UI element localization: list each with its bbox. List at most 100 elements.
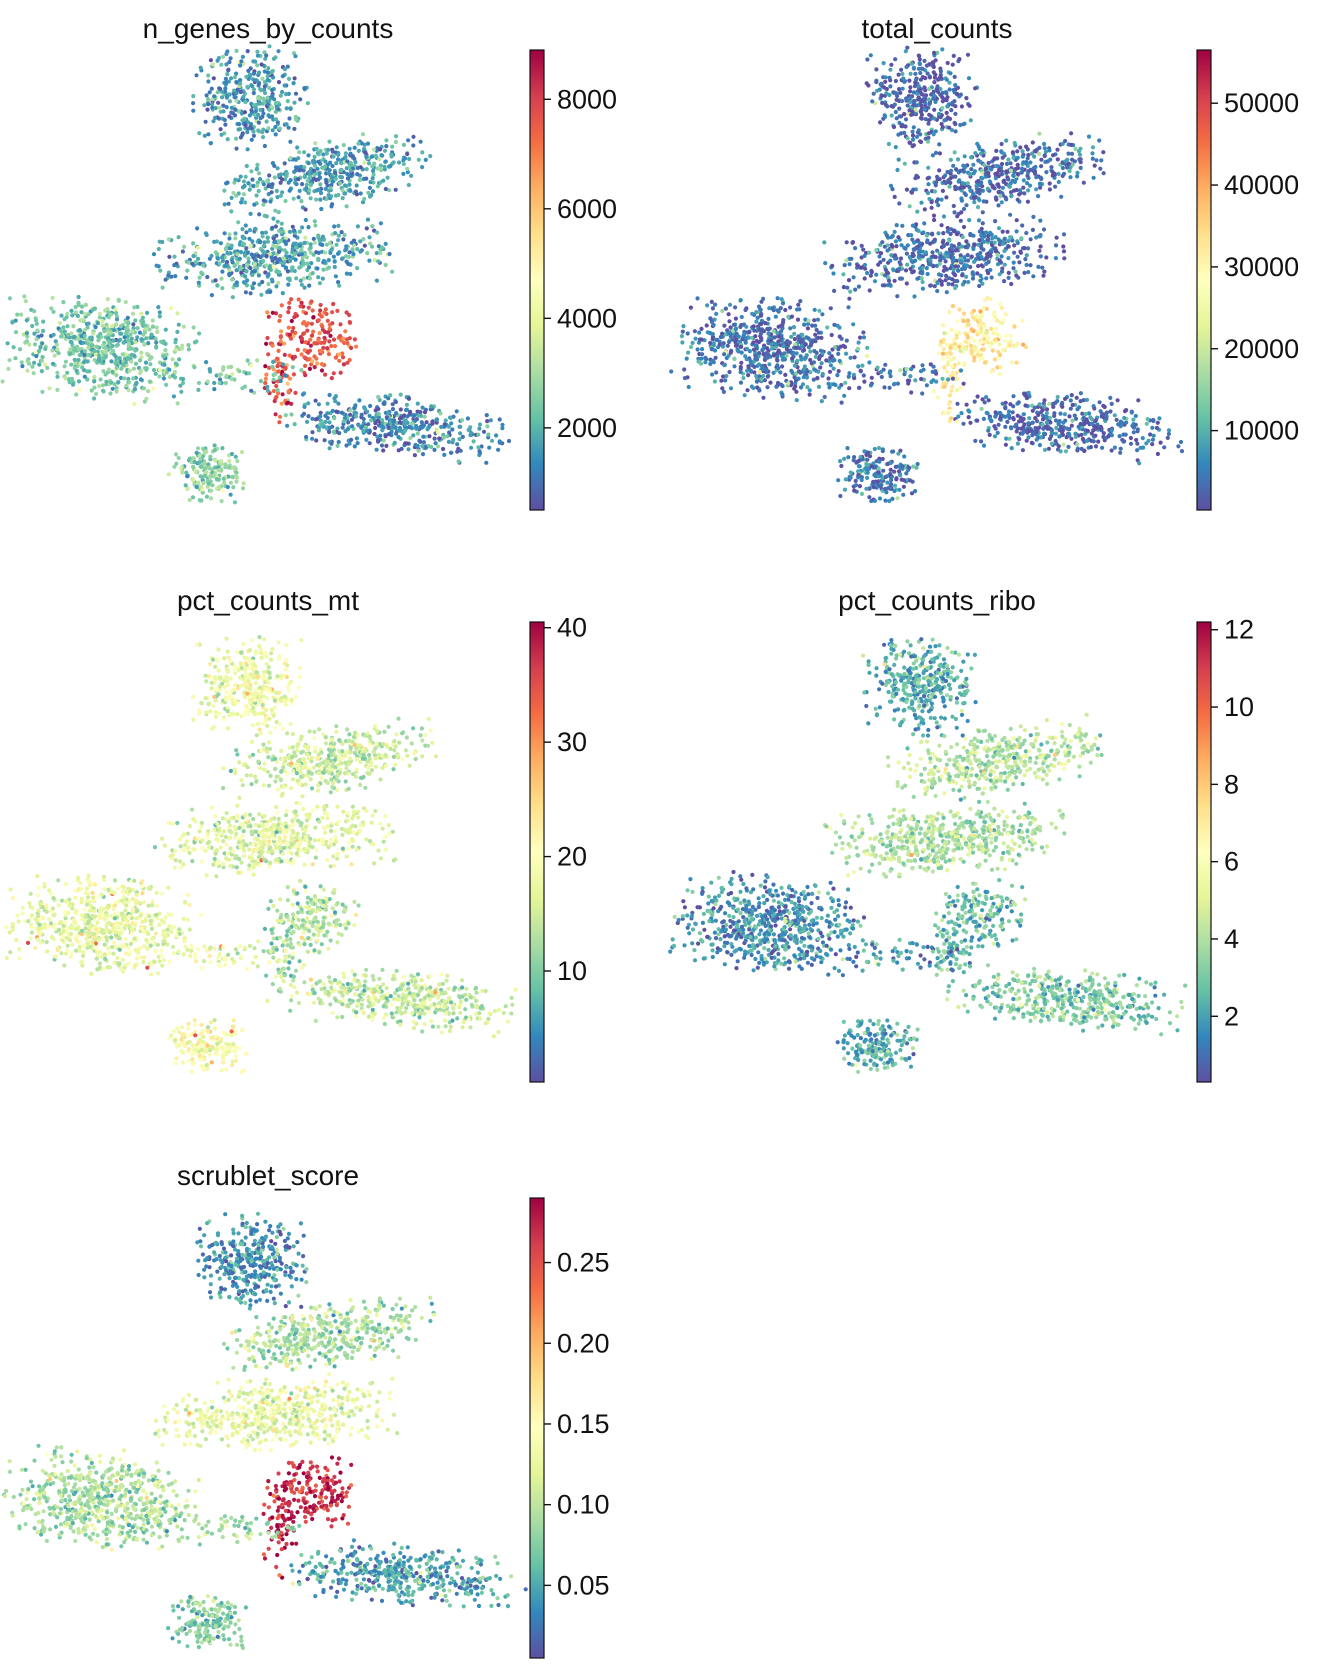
cell-point bbox=[965, 181, 971, 186]
cell-point bbox=[224, 246, 229, 251]
cell-point bbox=[330, 163, 335, 169]
cell-point bbox=[207, 474, 212, 479]
cell-point bbox=[94, 391, 99, 396]
cell-point bbox=[813, 323, 818, 328]
cell-point bbox=[210, 102, 215, 107]
cell-point bbox=[928, 283, 933, 288]
cell-point bbox=[926, 182, 931, 187]
cell-point bbox=[202, 133, 207, 138]
cell-point bbox=[796, 302, 801, 307]
cell-point bbox=[935, 280, 940, 286]
cell-point bbox=[971, 192, 976, 197]
cell-point bbox=[110, 343, 115, 349]
cell-point bbox=[883, 79, 888, 84]
cell-point bbox=[915, 461, 920, 467]
cell-point bbox=[23, 340, 28, 345]
cell-point bbox=[219, 249, 224, 254]
cell-point bbox=[745, 346, 750, 351]
cell-point bbox=[780, 364, 785, 369]
cell-point bbox=[250, 239, 255, 244]
cell-point bbox=[34, 354, 39, 359]
cell-point bbox=[724, 355, 729, 361]
cell-point bbox=[878, 120, 883, 125]
cell-point bbox=[1008, 161, 1013, 166]
cell-point bbox=[236, 178, 241, 183]
cell-point bbox=[725, 343, 730, 348]
cell-point bbox=[365, 141, 371, 146]
cell-point bbox=[1021, 160, 1026, 165]
cell-point bbox=[856, 284, 862, 289]
cell-point bbox=[1025, 173, 1030, 178]
cell-point bbox=[114, 385, 119, 390]
cell-point bbox=[236, 127, 241, 132]
cell-point bbox=[406, 138, 411, 143]
cell-point bbox=[232, 75, 237, 80]
cell-point bbox=[390, 144, 395, 149]
cell-point bbox=[1041, 273, 1046, 278]
cell-point bbox=[866, 450, 871, 455]
cell-point bbox=[997, 167, 1002, 173]
cell-point bbox=[306, 414, 311, 419]
cell-point bbox=[229, 243, 234, 248]
cell-point bbox=[360, 200, 366, 205]
cell-point bbox=[713, 302, 718, 307]
cell-point bbox=[1038, 254, 1043, 259]
cell-point bbox=[252, 253, 257, 258]
cell-point bbox=[288, 106, 293, 111]
cell-point bbox=[113, 361, 118, 366]
cell-point bbox=[836, 351, 841, 356]
cell-point bbox=[1075, 174, 1080, 179]
cell-point bbox=[144, 366, 149, 371]
cell-point bbox=[375, 166, 380, 171]
cell-point bbox=[910, 133, 916, 138]
cell-point bbox=[1024, 253, 1029, 258]
cell-point bbox=[321, 152, 326, 157]
cell-point bbox=[1056, 171, 1061, 176]
cell-point bbox=[197, 453, 202, 458]
cell-point bbox=[728, 350, 733, 355]
cell-point bbox=[1065, 165, 1070, 170]
cell-point bbox=[330, 321, 335, 326]
cell-point bbox=[913, 71, 918, 76]
cell-point bbox=[274, 394, 279, 399]
cell-point bbox=[728, 386, 734, 391]
panel-title: total_counts bbox=[862, 13, 1013, 44]
cell-point bbox=[416, 157, 421, 162]
cell-point bbox=[314, 188, 320, 193]
cell-point bbox=[376, 411, 381, 417]
cell-point bbox=[336, 152, 341, 157]
cell-point bbox=[367, 441, 372, 446]
cell-point bbox=[823, 261, 828, 266]
cell-point bbox=[350, 247, 355, 252]
cell-point bbox=[927, 86, 932, 91]
cell-point bbox=[114, 322, 119, 327]
cell-point bbox=[61, 300, 66, 305]
cell-point bbox=[891, 124, 897, 130]
cell-point bbox=[754, 309, 759, 315]
cell-point bbox=[827, 369, 833, 374]
cell-point bbox=[757, 369, 762, 375]
cell-point bbox=[882, 283, 887, 288]
cell-point bbox=[428, 154, 433, 159]
cell-point bbox=[345, 176, 350, 181]
cell-point bbox=[1002, 248, 1007, 254]
cell-point bbox=[273, 372, 278, 377]
cell-point bbox=[75, 313, 80, 319]
cell-point bbox=[183, 483, 188, 488]
cell-point bbox=[98, 377, 103, 382]
cell-point bbox=[41, 328, 46, 333]
cell-point bbox=[877, 87, 882, 92]
cell-point bbox=[263, 380, 268, 386]
cell-point bbox=[910, 253, 916, 259]
cell-point bbox=[223, 86, 228, 91]
cell-point bbox=[273, 224, 278, 229]
cell-point bbox=[278, 414, 283, 419]
cell-point bbox=[803, 342, 808, 347]
cell-point bbox=[882, 113, 887, 118]
cell-point bbox=[888, 460, 893, 466]
cell-point bbox=[50, 295, 55, 300]
cell-point bbox=[242, 253, 248, 258]
cell-point bbox=[354, 344, 359, 349]
cell-point bbox=[132, 401, 137, 406]
cell-point bbox=[258, 107, 263, 113]
